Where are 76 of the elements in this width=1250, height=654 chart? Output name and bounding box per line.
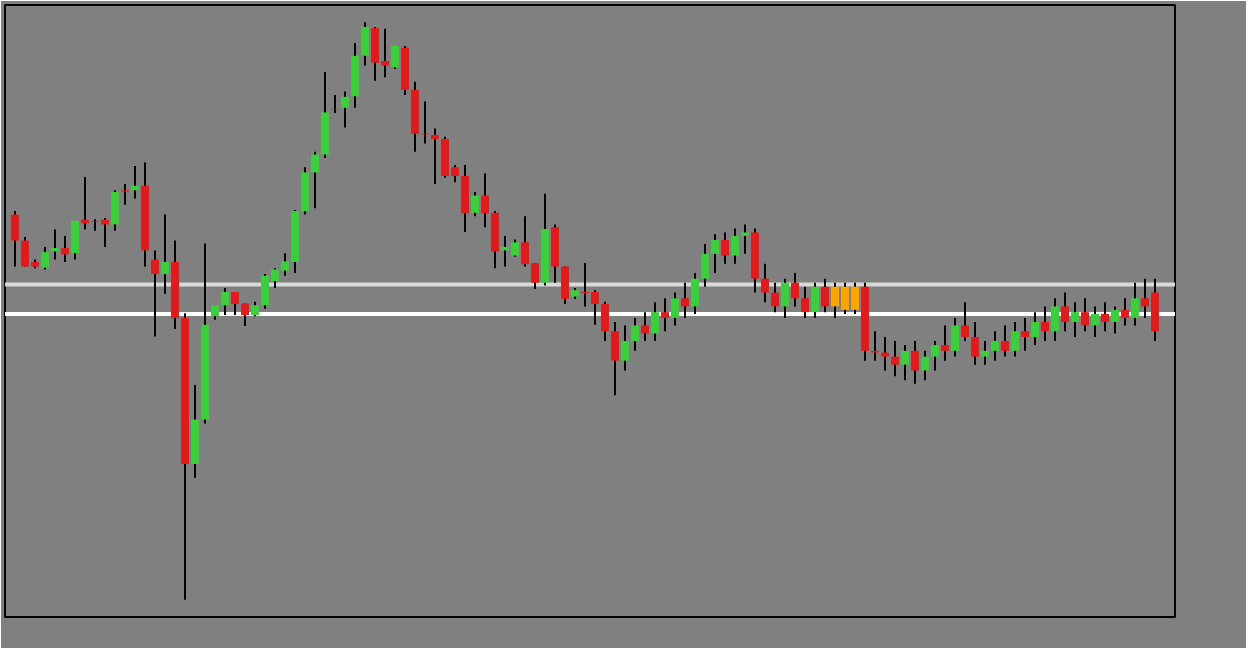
candlestick <box>1001 324 1009 358</box>
candlestick <box>981 340 989 366</box>
candlestick <box>651 301 659 343</box>
candlestick <box>941 324 949 362</box>
candlestick <box>631 316 639 352</box>
candlestick <box>901 344 909 382</box>
candlestick <box>431 127 439 185</box>
candlestick <box>191 383 199 479</box>
candlestick <box>971 320 979 366</box>
candlestick <box>1051 297 1059 343</box>
candlestick <box>351 42 359 109</box>
candlestick <box>761 262 769 304</box>
candlestick <box>621 324 629 372</box>
candlestick <box>871 330 879 362</box>
candlestick <box>561 265 569 306</box>
candlestick <box>411 80 419 153</box>
candlestick <box>661 297 669 333</box>
candlestick <box>11 210 19 268</box>
candlestick <box>781 277 789 319</box>
candlestick <box>611 320 619 397</box>
candlestick <box>881 335 889 372</box>
candlestick <box>681 281 689 319</box>
candlestick <box>931 340 939 372</box>
candlestick <box>671 291 679 327</box>
candlestick <box>641 311 649 343</box>
candlestick <box>461 163 469 233</box>
candlestick <box>1011 320 1019 358</box>
candlestick <box>791 271 799 308</box>
candlestick <box>1061 291 1069 333</box>
candlestick <box>1081 297 1089 333</box>
candlestick <box>921 349 929 382</box>
candlestick <box>301 166 309 216</box>
candlestick <box>911 340 919 385</box>
candlestick <box>471 191 479 218</box>
candlestick <box>321 70 329 159</box>
candlestick <box>111 189 119 232</box>
candlestick <box>1071 301 1079 338</box>
candlestick <box>1111 305 1119 335</box>
candlestick <box>801 285 809 319</box>
candlestick <box>1031 311 1039 347</box>
candlestick <box>221 286 229 317</box>
candlestick <box>161 213 169 295</box>
candlestick <box>771 281 779 314</box>
candlestick <box>401 44 409 97</box>
candlestick <box>311 150 319 210</box>
candlestick <box>701 243 709 288</box>
candlestick <box>41 245 49 271</box>
candlestick <box>481 172 489 229</box>
candlestick <box>711 233 719 274</box>
candlestick <box>151 249 159 338</box>
candlestick <box>1091 305 1099 338</box>
candlestick <box>811 281 819 319</box>
candlestick <box>951 316 959 358</box>
candlestick <box>891 340 899 378</box>
candlestick <box>551 223 559 284</box>
candlestick <box>601 300 609 343</box>
candlestick <box>1101 301 1109 333</box>
candlestick <box>331 94 339 114</box>
candlestick <box>721 231 729 265</box>
candlestick <box>51 228 59 261</box>
candlestick <box>991 330 999 362</box>
candlestick <box>1121 297 1129 327</box>
candlestick <box>741 223 749 255</box>
candlestick <box>751 227 759 294</box>
candlestick <box>691 271 699 315</box>
candlestick <box>1021 316 1029 352</box>
candlestick <box>1041 305 1049 343</box>
candlestick <box>961 301 969 343</box>
candlestick <box>821 277 829 314</box>
candlestick <box>491 210 499 270</box>
candlestick <box>61 234 69 263</box>
candlestick <box>1131 281 1139 327</box>
candlestick <box>71 219 79 261</box>
candlestick <box>361 21 369 67</box>
candlestick <box>341 90 349 129</box>
candlestick <box>731 227 739 265</box>
